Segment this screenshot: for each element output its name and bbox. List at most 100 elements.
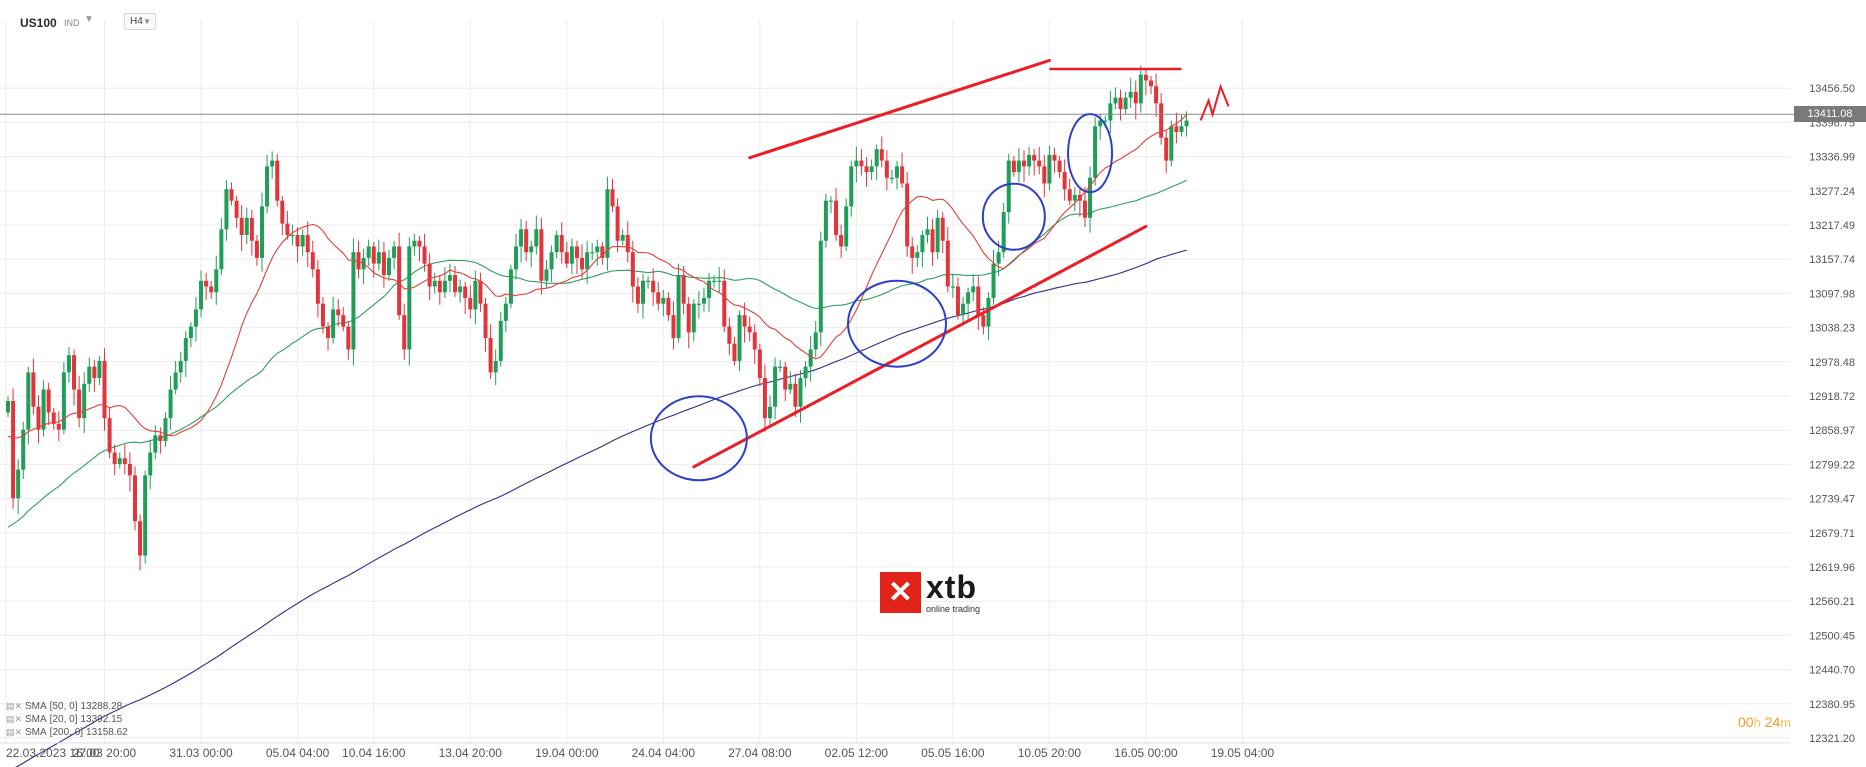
candle-body bbox=[768, 406, 772, 419]
candle-body bbox=[280, 200, 285, 224]
price-tick-label: 12858.97 bbox=[1809, 425, 1855, 437]
candle-body bbox=[915, 252, 920, 258]
candle-body bbox=[1159, 103, 1164, 138]
candle-body bbox=[798, 378, 803, 407]
candle-body bbox=[427, 263, 432, 287]
candle-body bbox=[173, 372, 178, 390]
time-tick-label: 10.05 20:00 bbox=[1018, 746, 1082, 760]
price-axis[interactable]: 13456.5013396.7513336.9913277.2413217.49… bbox=[1809, 83, 1855, 745]
candle-body bbox=[828, 200, 833, 202]
candle-body bbox=[402, 315, 407, 350]
candle-body bbox=[834, 200, 839, 236]
candle-body bbox=[442, 280, 447, 293]
candle-body bbox=[178, 360, 183, 373]
indicator-settings-icon[interactable]: ▤✕ bbox=[6, 727, 23, 737]
candle-body bbox=[859, 160, 864, 167]
candle-body bbox=[234, 200, 239, 218]
candle-body bbox=[168, 389, 173, 419]
legend-item-sma200[interactable]: ▤✕ SMA [200, 0] 13158.62 bbox=[6, 727, 128, 738]
timeframe-select[interactable]: H4 ▼ bbox=[124, 13, 156, 30]
price-tick-label: 12978.48 bbox=[1809, 357, 1855, 369]
grid bbox=[0, 20, 1790, 743]
price-tick-label: 13456.50 bbox=[1809, 83, 1855, 95]
symbol-dropdown-icon[interactable]: ▼ bbox=[84, 14, 94, 25]
candle-body bbox=[61, 372, 66, 430]
candle-body bbox=[574, 246, 579, 258]
candle-body bbox=[305, 235, 310, 253]
candle-body bbox=[783, 366, 788, 390]
candle-body bbox=[722, 280, 727, 327]
candle-body bbox=[473, 280, 478, 310]
candle-body bbox=[1174, 126, 1179, 132]
candle-body bbox=[595, 246, 600, 253]
candle-body bbox=[651, 280, 656, 293]
symbol-name[interactable]: US100 bbox=[20, 16, 57, 30]
candles bbox=[0, 65, 1794, 571]
candle-body bbox=[331, 309, 336, 339]
candle-body bbox=[508, 269, 513, 304]
candle-body bbox=[366, 246, 371, 258]
time-tick-label: 16.05 00:00 bbox=[1114, 746, 1178, 760]
time-tick-label: 27.03 20:00 bbox=[73, 746, 137, 760]
price-tick-label: 12500.45 bbox=[1809, 630, 1855, 642]
candle-body bbox=[686, 303, 691, 333]
candle-body bbox=[1082, 200, 1087, 218]
candle-body bbox=[839, 235, 844, 247]
legend-item-sma50[interactable]: ▤✕ SMA [50, 0] 13288.28 bbox=[6, 701, 123, 712]
candle-body bbox=[315, 269, 320, 304]
candle-body bbox=[432, 280, 437, 287]
price-tick-label: 12619.96 bbox=[1809, 562, 1855, 574]
candle-body bbox=[66, 355, 71, 373]
candle-body bbox=[458, 286, 463, 293]
candle-body bbox=[742, 315, 747, 327]
legend-item-sma20[interactable]: ▤✕ SMA [20, 0] 13392.15 bbox=[6, 714, 123, 725]
candle-body bbox=[529, 246, 534, 253]
candle-body bbox=[610, 189, 615, 207]
candle-body bbox=[463, 286, 468, 298]
candle-body bbox=[16, 469, 21, 499]
candle-body bbox=[412, 240, 417, 247]
candle-body bbox=[163, 418, 168, 442]
candle-body bbox=[1128, 91, 1133, 98]
candle-body bbox=[986, 297, 991, 327]
candle-body bbox=[854, 160, 859, 167]
candle-body bbox=[1052, 154, 1057, 161]
candle-body bbox=[752, 332, 757, 350]
candle-body bbox=[818, 240, 823, 333]
candle-body bbox=[219, 229, 224, 270]
candle-body bbox=[97, 360, 102, 379]
candle-body bbox=[524, 229, 529, 253]
candle-body bbox=[691, 303, 696, 333]
candle-body bbox=[437, 280, 442, 293]
candle-body bbox=[1067, 189, 1072, 201]
candle-body bbox=[214, 269, 219, 293]
candle-body bbox=[940, 217, 945, 241]
highlight-circle bbox=[1067, 113, 1114, 194]
symbol-type: IND bbox=[64, 18, 80, 28]
indicator-settings-icon[interactable]: ▤✕ bbox=[6, 714, 23, 724]
candle-body bbox=[36, 406, 41, 430]
candle-body bbox=[122, 458, 127, 464]
time-tick-label: 05.04 04:00 bbox=[266, 746, 330, 760]
highlight-circle bbox=[649, 395, 748, 482]
candle-body bbox=[884, 160, 889, 178]
candle-body bbox=[615, 206, 620, 241]
time-tick-label: 22.03.2023 16:00 bbox=[6, 746, 100, 760]
candle-body bbox=[158, 435, 163, 442]
price-tick-label: 12321.20 bbox=[1809, 733, 1855, 745]
candle-body bbox=[1164, 137, 1169, 161]
candle-body bbox=[290, 235, 295, 237]
price-tick-label: 12739.47 bbox=[1809, 494, 1855, 506]
logo-tagline: online trading bbox=[926, 604, 981, 614]
candle-body bbox=[955, 286, 960, 316]
candle-body bbox=[737, 315, 742, 361]
candle-body bbox=[580, 257, 585, 270]
candle-body bbox=[503, 303, 508, 321]
candle-body bbox=[1113, 97, 1118, 104]
candle-body bbox=[895, 166, 899, 178]
trend-channel-upper bbox=[748, 58, 1051, 160]
indicator-settings-icon[interactable]: ▤✕ bbox=[6, 701, 23, 711]
candle-body bbox=[1184, 120, 1189, 127]
